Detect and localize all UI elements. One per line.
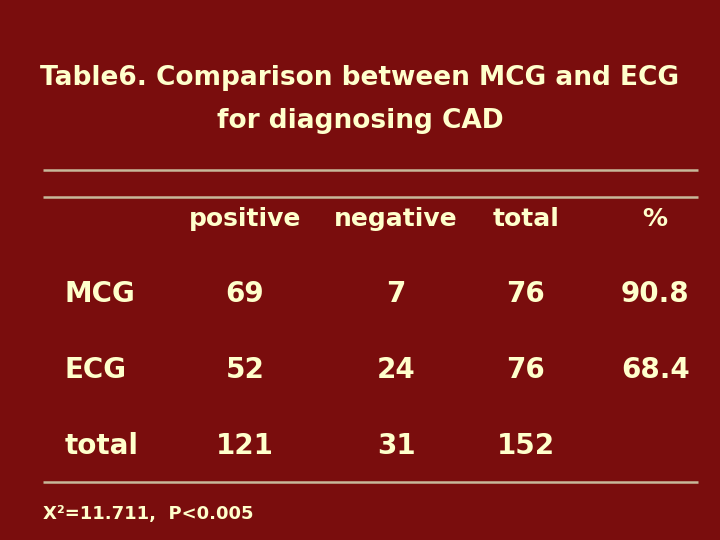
Text: 31: 31 <box>377 431 415 460</box>
Text: 69: 69 <box>225 280 264 308</box>
Text: for diagnosing CAD: for diagnosing CAD <box>217 109 503 134</box>
Text: total: total <box>492 207 559 231</box>
Text: 90.8: 90.8 <box>621 280 690 308</box>
Text: Table6. Comparison between MCG and ECG: Table6. Comparison between MCG and ECG <box>40 65 680 91</box>
Text: ECG: ECG <box>65 356 127 384</box>
Text: 121: 121 <box>216 431 274 460</box>
Text: 68.4: 68.4 <box>621 356 690 384</box>
Text: %: % <box>643 207 667 231</box>
Text: 76: 76 <box>506 356 545 384</box>
Text: 7: 7 <box>387 280 405 308</box>
Text: negative: negative <box>334 207 458 231</box>
Text: 152: 152 <box>497 431 554 460</box>
Text: positive: positive <box>189 207 301 231</box>
Text: total: total <box>65 431 139 460</box>
Text: MCG: MCG <box>65 280 135 308</box>
Text: X²=11.711,  P<0.005: X²=11.711, P<0.005 <box>43 505 253 523</box>
Text: 76: 76 <box>506 280 545 308</box>
Text: 24: 24 <box>377 356 415 384</box>
Text: 52: 52 <box>225 356 264 384</box>
